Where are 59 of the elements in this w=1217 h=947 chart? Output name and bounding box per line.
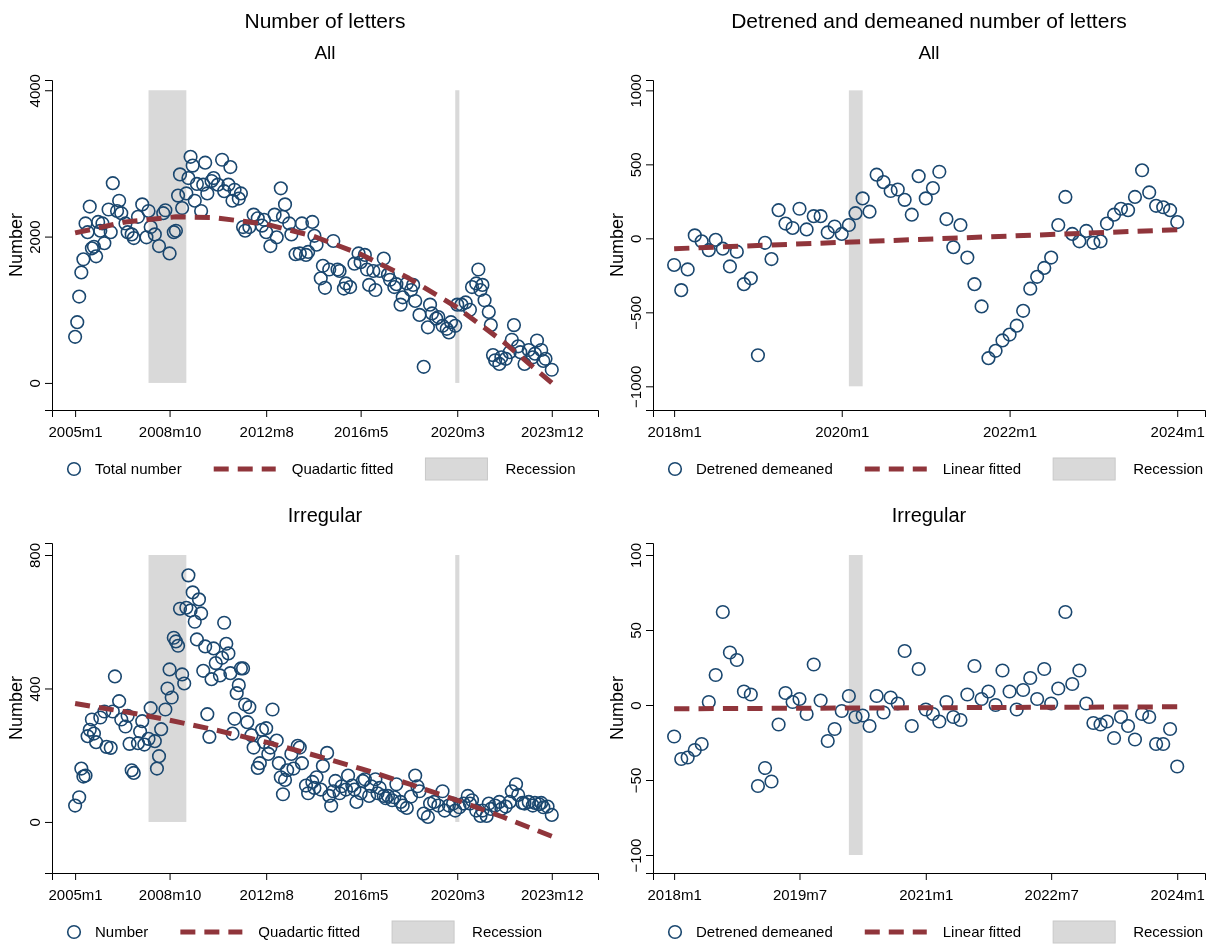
y-tick-label: 500 — [627, 152, 644, 178]
x-tick-label: 2018m1 — [647, 885, 702, 903]
y-tick-label: 400 — [26, 676, 43, 702]
legend-label: Linear fitted — [942, 923, 1022, 940]
y-tick-label: 0 — [26, 379, 43, 388]
y-axis-title: Number — [6, 675, 26, 741]
x-tick-label: 2019m7 — [772, 885, 828, 903]
y-tick-label: 0 — [627, 701, 644, 710]
legend-label: Recession — [1133, 460, 1204, 477]
x-tick-label: 2008m10 — [138, 422, 202, 440]
y-tick-label: 800 — [26, 543, 43, 569]
x-tick-label: 2005m1 — [48, 885, 103, 903]
legend-label: Total number — [95, 460, 182, 477]
y-tick-label: −50 — [627, 767, 644, 794]
legend-label: Linear fitted — [942, 460, 1022, 477]
y-tick-label: −100 — [627, 838, 644, 873]
x-tick-label: 2023m12 — [520, 422, 584, 440]
chart-subtitle: All — [314, 42, 336, 63]
y-tick-label: 0 — [627, 234, 644, 244]
x-tick-label: 2018m1 — [647, 422, 702, 440]
legend-label: Quadartic fitted — [258, 923, 361, 940]
x-tick-label: 2016m5 — [334, 885, 389, 903]
x-tick-label: 2005m1 — [48, 422, 103, 440]
chart-title: Detrened and demeaned number of letters — [731, 9, 1127, 32]
x-tick-label: 2012m8 — [239, 422, 294, 440]
chart-title: Irregular — [891, 504, 967, 526]
x-tick-label: 2008m10 — [138, 885, 202, 903]
x-tick-label: 2020m1 — [815, 422, 870, 440]
legend-label: Recession — [472, 923, 543, 940]
x-tick-label: 2020m3 — [430, 885, 485, 903]
y-tick-label: 1000 — [627, 74, 644, 108]
y-tick-label: 100 — [627, 542, 644, 569]
y-tick-label: −1000 — [627, 365, 644, 408]
x-tick-label: 2016m5 — [334, 422, 389, 440]
chart-title: Irregular — [287, 504, 363, 526]
x-tick-label: 2024m1 — [1150, 885, 1205, 903]
y-tick-label: 0 — [26, 818, 43, 827]
y-tick-label: 4000 — [26, 74, 43, 108]
x-tick-label: 2012m8 — [239, 885, 294, 903]
y-tick-label: −500 — [627, 295, 644, 330]
x-tick-label: 2023m12 — [520, 885, 584, 903]
y-tick-label: 2000 — [26, 220, 43, 254]
chart-title: Number of letters — [244, 9, 406, 32]
y-tick-label: 50 — [627, 622, 644, 639]
y-axis-title: Number — [607, 212, 627, 278]
x-tick-label: 2024m1 — [1150, 422, 1205, 440]
y-axis-title: Number — [6, 212, 26, 278]
x-tick-label: 2021m1 — [899, 885, 954, 903]
y-axis-title: Number — [607, 675, 627, 741]
chart-subtitle: All — [918, 42, 940, 63]
legend-label: Quadartic fitted — [291, 460, 394, 477]
legend-label: Number — [95, 923, 149, 940]
x-tick-label: 2022m7 — [1024, 885, 1079, 903]
legend-label: Recession — [1133, 923, 1204, 940]
x-tick-label: 2022m1 — [982, 422, 1038, 440]
legend-label: Detrened demeaned — [696, 460, 833, 477]
legend-label: Recession — [505, 460, 576, 477]
x-tick-label: 2020m3 — [430, 422, 485, 440]
legend-label: Detrened demeaned — [696, 923, 833, 940]
